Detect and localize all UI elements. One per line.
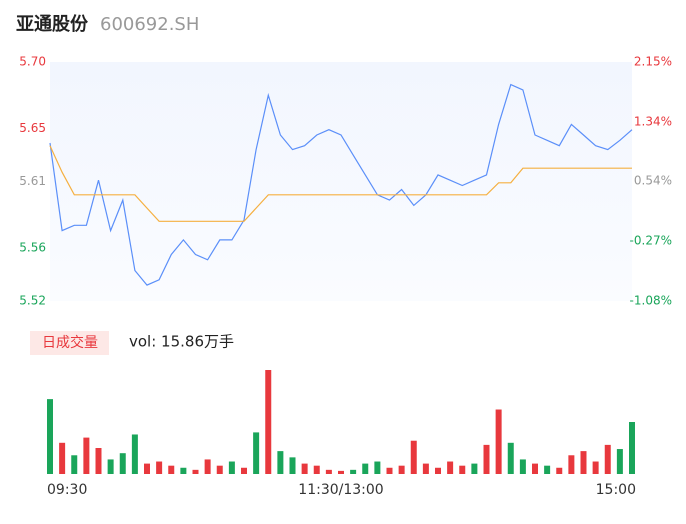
volume-bar — [350, 469, 357, 474]
volume-bar — [313, 465, 320, 474]
volume-bar — [107, 459, 114, 474]
y-tick-label: 5.70 — [19, 55, 46, 69]
volume-bar — [398, 465, 405, 474]
y-tick-label: 5.52 — [19, 294, 46, 308]
volume-bar — [410, 440, 417, 474]
volume-bar — [592, 461, 599, 474]
volume-bar — [386, 467, 393, 474]
stock-name: 亚通股份 — [16, 13, 89, 35]
volume-bar — [580, 451, 587, 474]
y2-tick-label: 2.15% — [634, 55, 672, 69]
volume-bar — [204, 459, 211, 474]
y-tick-label: 5.65 — [19, 121, 46, 135]
y-tick-label: 5.61 — [19, 174, 46, 188]
volume-bar — [459, 465, 466, 474]
volume-bar — [289, 457, 296, 474]
volume-bar — [119, 453, 126, 474]
volume-bar — [471, 463, 478, 474]
y2-tick-label: 1.34% — [634, 114, 672, 128]
y2-tick-label: -1.08% — [630, 294, 672, 308]
volume-bar — [216, 465, 223, 474]
volume-bar — [556, 467, 563, 474]
volume-bar — [241, 467, 247, 474]
volume-button[interactable] — [30, 331, 109, 355]
volume-bar — [532, 463, 538, 474]
y2-tick-label: -0.27% — [630, 234, 672, 248]
volume-bar — [168, 465, 175, 474]
plot-bg — [50, 62, 632, 301]
volume-bar — [338, 470, 344, 474]
volume-bar — [156, 461, 163, 474]
volume-bar — [192, 469, 199, 474]
volume-bar — [374, 461, 381, 474]
x-tick-label: 09:30 — [47, 482, 87, 498]
volume-bar — [435, 467, 441, 474]
volume-bar — [265, 370, 272, 474]
price-line — [49, 83, 633, 286]
volume-bar — [447, 461, 454, 474]
volume-bar — [144, 463, 150, 474]
volume-bar — [131, 434, 138, 474]
stock-code: 600692.SH — [100, 14, 199, 35]
volume-bar — [325, 469, 332, 474]
volume-bar — [59, 442, 66, 474]
volume-bar — [362, 463, 369, 474]
volume-bar — [277, 451, 284, 474]
volume-bar — [180, 467, 187, 474]
x-tick-label: 15:00 — [596, 482, 636, 498]
volume-bar — [507, 442, 514, 474]
x-tick-label: 11:30/13:00 — [298, 482, 383, 498]
volume-button-label[interactable]: 日成交量 — [42, 334, 98, 351]
volume-bar — [483, 444, 490, 474]
volume-bar — [47, 399, 53, 474]
volume-bar — [519, 459, 526, 474]
volume-bar — [253, 432, 260, 474]
volume-bar — [71, 455, 78, 474]
volume-bar — [495, 409, 502, 474]
volume-bar — [604, 444, 611, 474]
volume-bar — [301, 463, 308, 474]
volume-bar — [95, 448, 102, 474]
volume-bar — [228, 461, 235, 474]
average-line — [49, 145, 632, 222]
volume-label: vol: 15.86万手 — [129, 333, 234, 351]
y-tick-label: 5.56 — [19, 240, 46, 254]
volume-bar — [616, 449, 623, 474]
volume-bar — [544, 465, 551, 474]
volume-bar — [568, 455, 575, 474]
volume-bar — [629, 422, 635, 474]
volume-bar — [83, 437, 90, 474]
volume-bar — [422, 463, 429, 474]
y2-tick-label: 0.54% — [634, 174, 672, 188]
